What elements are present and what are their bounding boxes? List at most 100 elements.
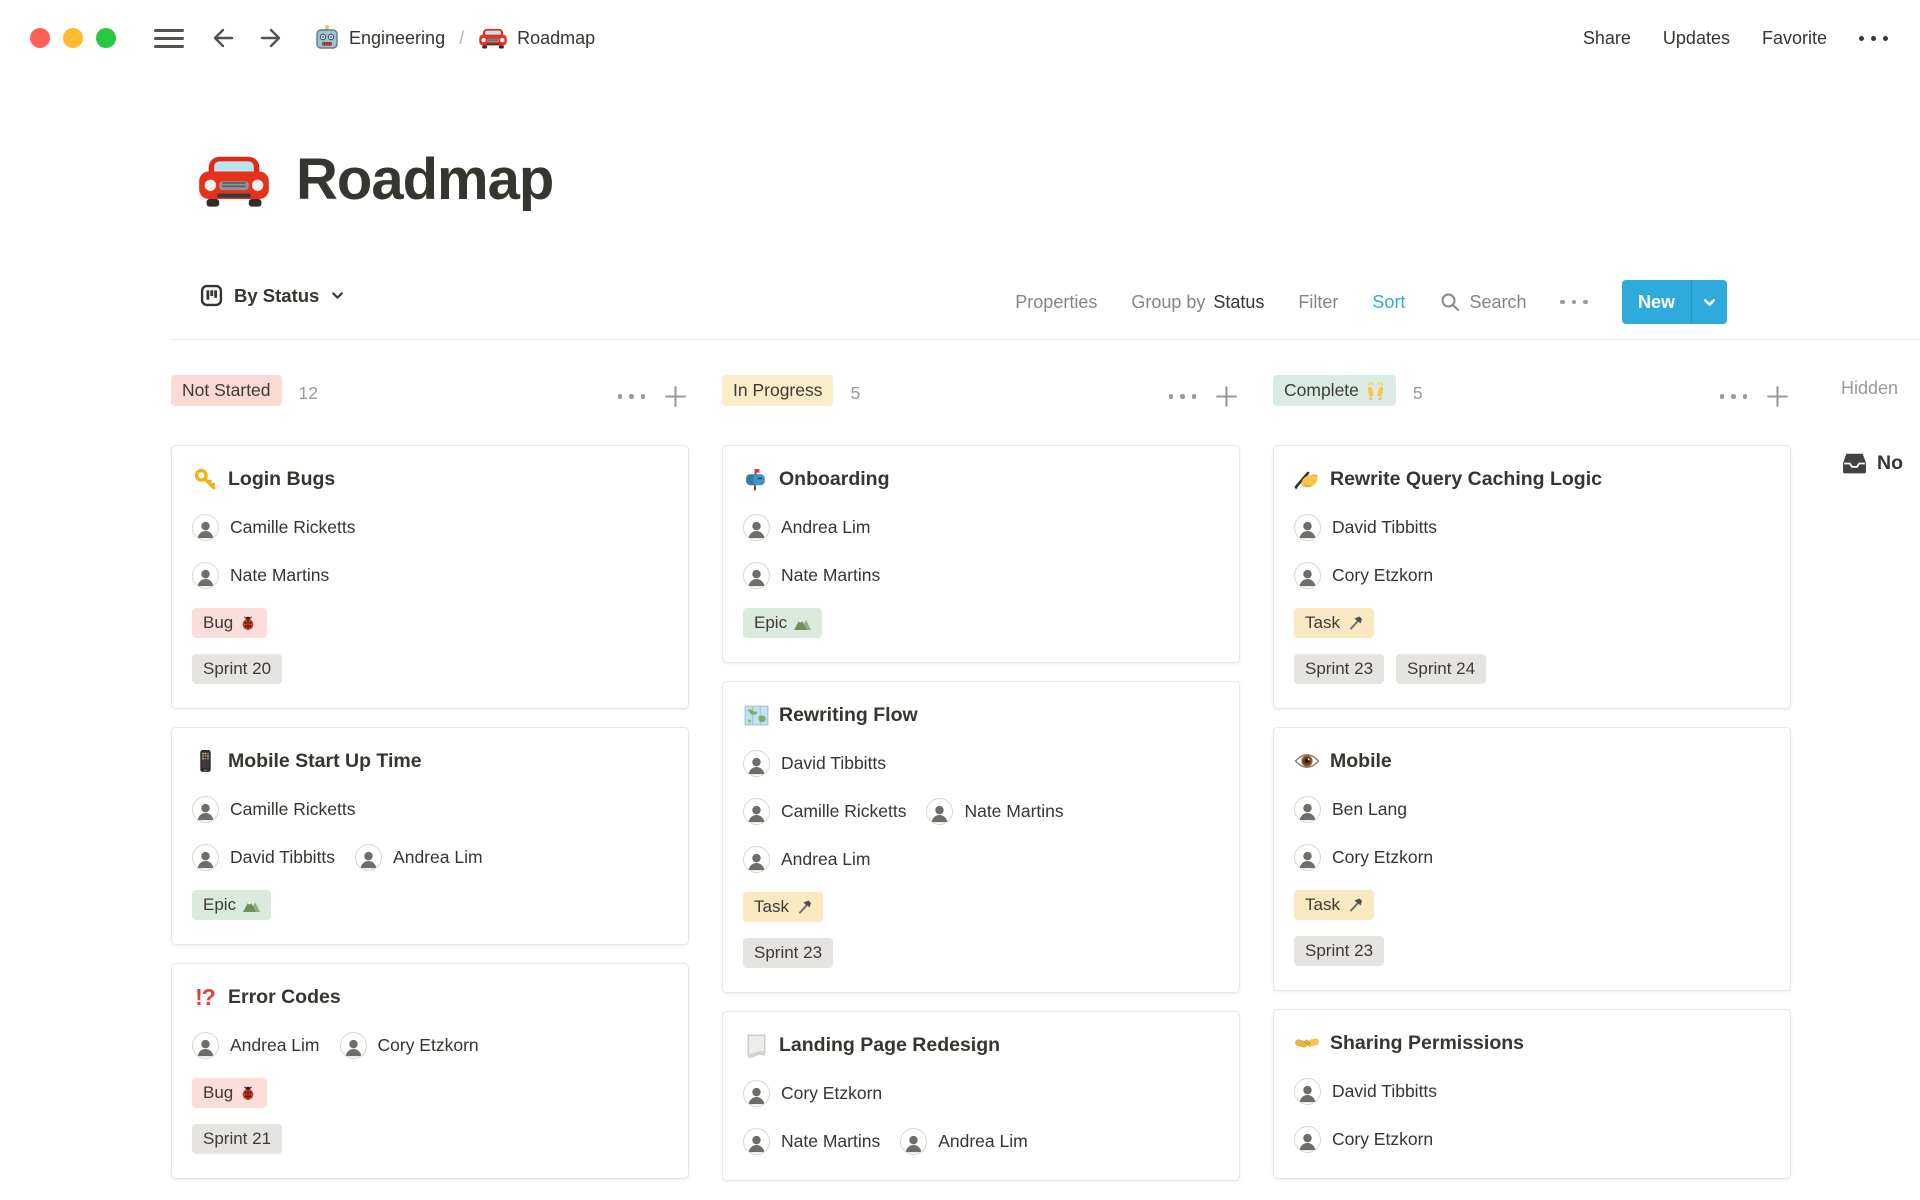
tag-sprint[interactable]: Sprint 20	[192, 654, 283, 684]
window-zoom-button[interactable]	[96, 28, 116, 48]
search-button[interactable]: Search	[1439, 291, 1526, 313]
tag-epic[interactable]: Epic	[743, 608, 823, 638]
avatar	[743, 845, 770, 873]
toolbar-divider	[171, 339, 1920, 340]
tag-bug[interactable]: Bug	[192, 608, 268, 638]
breadcrumb-item-engineering[interactable]: Engineering	[314, 25, 445, 51]
card[interactable]: !? Error Codes Andrea Lim Cory Etzkorn B…	[171, 963, 689, 1179]
group-by-label: Group by	[1131, 291, 1206, 312]
person-name: Nate Martins	[230, 564, 330, 585]
inbox-icon	[1843, 453, 1866, 474]
add-card-icon[interactable]	[662, 383, 689, 410]
sidebar-toggle-icon[interactable]	[154, 28, 184, 48]
updates-button[interactable]: Updates	[1662, 27, 1730, 48]
tag-label: Sprint 23	[1305, 941, 1374, 960]
new-button[interactable]: New	[1621, 280, 1727, 324]
lane-header: Complete 5	[1273, 366, 1791, 445]
tag-label: Sprint 20	[203, 659, 272, 678]
filter-button[interactable]: Filter	[1298, 291, 1339, 312]
card-title: Rewrite Query Caching Logic	[1330, 467, 1602, 490]
tag-task[interactable]: Task	[1294, 890, 1374, 920]
tag-task[interactable]: Task	[1294, 608, 1374, 638]
status-badge[interactable]: Complete	[1273, 375, 1396, 406]
favorite-button[interactable]: Favorite	[1761, 27, 1827, 48]
person-name: David Tibbitts	[1332, 516, 1438, 537]
card[interactable]: Onboarding Andrea Lim Nate Martins Epic	[722, 445, 1240, 663]
more-options-icon[interactable]	[1859, 35, 1888, 41]
hidden-group-label: No	[1877, 451, 1903, 474]
person-name: Nate Martins	[964, 800, 1064, 821]
status-badge[interactable]: In Progress	[722, 375, 834, 406]
hammer-icon	[1349, 616, 1362, 630]
tag-label: Sprint 23	[1305, 659, 1374, 678]
tag-label: Sprint 24	[1407, 659, 1476, 678]
lane-more-icon[interactable]	[1719, 394, 1747, 399]
card[interactable]: Landing Page Redesign Cory Etzkorn Nate …	[722, 1011, 1240, 1181]
breadcrumb-separator: /	[459, 27, 465, 48]
tag-bug[interactable]: Bug	[192, 1078, 268, 1108]
status-label: Not Started	[182, 380, 271, 400]
share-button[interactable]: Share	[1582, 27, 1631, 48]
card[interactable]: Rewriting Flow David Tibbitts Camille Ri…	[722, 681, 1240, 993]
card[interactable]: Mobile Ben Lang Cory Etzkorn Task Sprint…	[1273, 727, 1791, 991]
card[interactable]: Login Bugs Camille Ricketts Nate Martins…	[171, 445, 689, 709]
person-name: David Tibbitts	[230, 846, 336, 867]
avatar	[743, 749, 770, 777]
forward-arrow-icon[interactable]	[256, 24, 284, 52]
tag-label: Sprint 23	[754, 943, 823, 962]
new-button-dropdown[interactable]	[1691, 280, 1727, 324]
hammer-icon	[798, 900, 811, 914]
group-by-button[interactable]: Group by Status	[1131, 292, 1264, 313]
new-button-label: New	[1637, 291, 1675, 312]
tag-epic[interactable]: Epic	[192, 890, 272, 920]
breadcrumb: Engineering / Roadmap	[314, 25, 595, 51]
mobile-phone-icon	[192, 748, 218, 774]
car-icon	[479, 28, 507, 49]
card[interactable]: Mobile Start Up Time Camille Ricketts Da…	[171, 727, 689, 945]
window-minimize-button[interactable]	[63, 28, 83, 48]
person-name: Nate Martins	[781, 1130, 881, 1151]
sort-button[interactable]: Sort	[1372, 291, 1406, 312]
tag-task[interactable]: Task	[743, 892, 823, 922]
view-more-options-icon[interactable]	[1560, 299, 1588, 305]
properties-button[interactable]: Properties	[1015, 291, 1098, 312]
add-card-icon[interactable]	[1213, 383, 1240, 410]
person-name: Andrea Lim	[781, 848, 871, 869]
mountain-icon	[794, 617, 812, 630]
tag-sprint[interactable]: Sprint 24	[1396, 654, 1487, 684]
avatar	[192, 795, 219, 823]
page-title: Roadmap	[296, 147, 554, 212]
add-card-icon[interactable]	[1764, 383, 1791, 410]
avatar	[1294, 1077, 1321, 1105]
breadcrumb-item-roadmap[interactable]: Roadmap	[478, 26, 595, 50]
card[interactable]: Sharing Permissions David Tibbitts Cory …	[1273, 1009, 1791, 1179]
tag-sprint[interactable]: Sprint 21	[192, 1124, 283, 1154]
status-badge[interactable]: Not Started	[171, 375, 282, 406]
search-icon	[1441, 293, 1460, 311]
tag-sprint[interactable]: Sprint 23	[1294, 654, 1385, 684]
person-name: Cory Etzkorn	[781, 1082, 883, 1103]
tag-label: Task	[1305, 613, 1340, 632]
hidden-group-no-status[interactable]: No	[1841, 451, 1920, 475]
mailbox-icon	[743, 466, 769, 492]
card-title: Sharing Permissions	[1330, 1031, 1524, 1054]
search-label: Search	[1469, 291, 1527, 312]
card-title: Error Codes	[228, 985, 341, 1008]
person-name: Andrea Lim	[393, 846, 483, 867]
hidden-columns-section: Hidden No	[1841, 366, 1920, 475]
person-name: Camille Ricketts	[781, 800, 907, 821]
lane-more-icon[interactable]	[617, 394, 645, 399]
tag-sprint[interactable]: Sprint 23	[1294, 936, 1385, 966]
person-name: Andrea Lim	[938, 1130, 1028, 1151]
back-arrow-icon[interactable]	[210, 24, 238, 52]
tag-sprint[interactable]: Sprint 23	[743, 938, 834, 968]
window-close-button[interactable]	[30, 28, 50, 48]
person-name: Ben Lang	[1332, 798, 1407, 819]
hidden-columns-label[interactable]: Hidden	[1841, 378, 1899, 398]
lane-in-progress: In Progress 5 Onboarding Andrea Lim Nate…	[722, 366, 1240, 1199]
tag-label: Epic	[203, 895, 237, 914]
person-name: Cory Etzkorn	[377, 1034, 479, 1055]
lane-more-icon[interactable]	[1168, 394, 1196, 399]
view-switcher[interactable]: By Status	[200, 284, 345, 307]
card[interactable]: Rewrite Query Caching Logic David Tibbit…	[1273, 445, 1791, 709]
